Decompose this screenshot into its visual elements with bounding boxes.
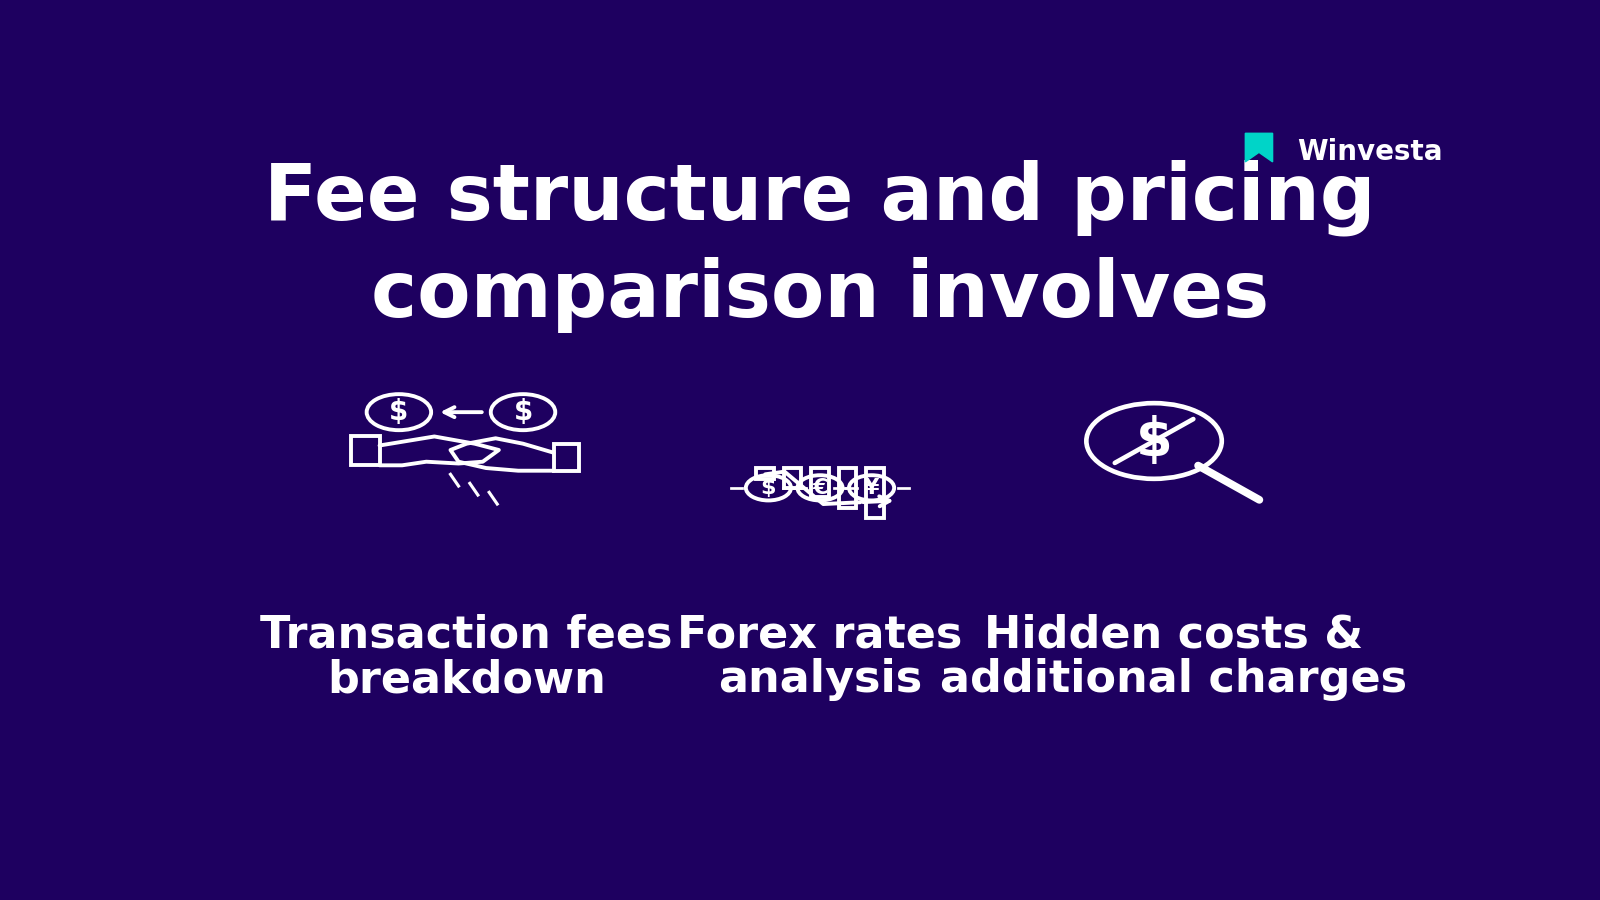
Text: analysis: analysis [718,658,922,701]
Text: ¥: ¥ [864,478,880,498]
Text: $: $ [1136,415,1173,467]
Text: Forex rates: Forex rates [677,613,963,656]
Text: Transaction fees: Transaction fees [261,613,674,656]
Text: Hidden costs &: Hidden costs & [984,613,1363,656]
Text: Fee structure and pricing
comparison involves: Fee structure and pricing comparison inv… [264,160,1376,333]
Polygon shape [1245,133,1272,162]
Text: Winvesta: Winvesta [1298,139,1443,166]
Text: €: € [813,478,827,498]
Text: $: $ [760,478,776,498]
Text: breakdown: breakdown [326,658,606,701]
Text: additional charges: additional charges [939,658,1406,701]
Text: $: $ [514,398,533,427]
Text: $: $ [389,398,408,427]
